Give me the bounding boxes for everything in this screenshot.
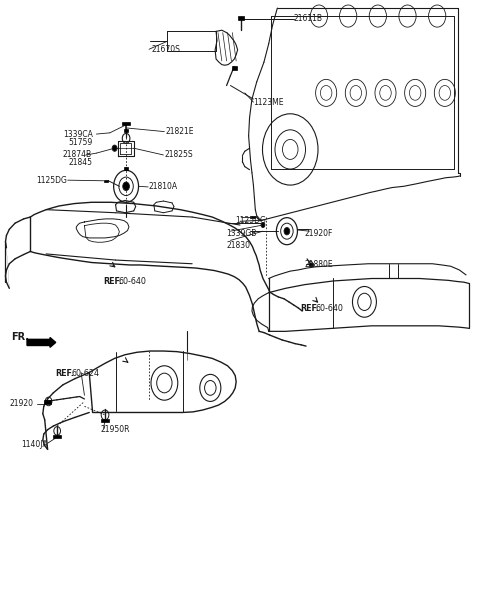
- Text: 1125DG: 1125DG: [36, 176, 68, 185]
- Text: 51759: 51759: [69, 138, 93, 147]
- Bar: [53, 435, 61, 439]
- Bar: [309, 263, 313, 266]
- Text: 1339CA: 1339CA: [63, 129, 93, 139]
- Text: 21874B: 21874B: [63, 150, 92, 160]
- Text: 21950R: 21950R: [100, 425, 130, 434]
- Text: 21825S: 21825S: [164, 150, 193, 160]
- Text: 21880E: 21880E: [305, 261, 333, 269]
- Text: 21611B: 21611B: [294, 14, 323, 23]
- Text: 21670S: 21670S: [152, 45, 180, 54]
- Bar: [232, 66, 237, 70]
- Text: 1140JA: 1140JA: [21, 440, 48, 449]
- Text: 21830: 21830: [227, 241, 251, 250]
- Text: REF.: REF.: [300, 304, 319, 312]
- Text: 21821E: 21821E: [166, 127, 194, 136]
- Text: 1123ME: 1123ME: [253, 97, 284, 107]
- Text: 21810A: 21810A: [148, 182, 177, 192]
- Bar: [122, 122, 131, 126]
- Bar: [124, 168, 128, 171]
- Text: FR.: FR.: [11, 332, 29, 342]
- Bar: [104, 179, 108, 182]
- Text: 60-640: 60-640: [119, 277, 147, 286]
- Text: 60-624: 60-624: [71, 368, 99, 378]
- Text: 21920F: 21920F: [305, 229, 333, 238]
- Text: 21845: 21845: [69, 158, 93, 168]
- Text: 60-640: 60-640: [315, 304, 343, 312]
- Circle shape: [112, 145, 117, 152]
- Bar: [124, 129, 129, 132]
- Bar: [44, 400, 51, 404]
- Text: 1339GB: 1339GB: [227, 229, 257, 238]
- Text: REF.: REF.: [104, 277, 122, 286]
- FancyArrow shape: [27, 338, 56, 347]
- Bar: [251, 216, 255, 218]
- Bar: [238, 16, 244, 20]
- Circle shape: [123, 182, 130, 190]
- Bar: [101, 419, 109, 423]
- Circle shape: [284, 227, 290, 235]
- Text: 21920: 21920: [9, 399, 33, 408]
- Text: REF.: REF.: [56, 368, 74, 378]
- Circle shape: [261, 222, 265, 227]
- Text: 1125DG: 1125DG: [235, 216, 266, 225]
